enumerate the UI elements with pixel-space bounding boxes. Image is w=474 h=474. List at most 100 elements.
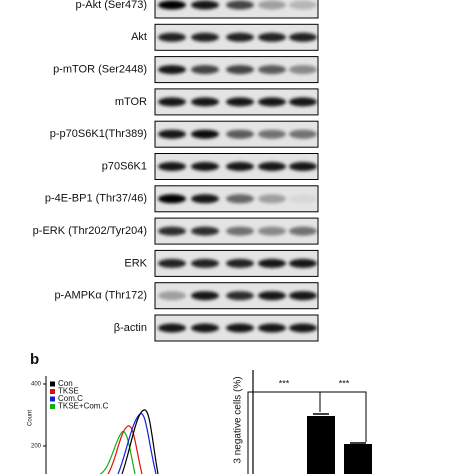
band: [158, 129, 186, 139]
band: [191, 194, 219, 204]
band: [258, 32, 286, 42]
hist-tick-label: 400: [31, 382, 42, 388]
band: [158, 194, 186, 204]
legend-swatch: [50, 396, 55, 402]
legend-label: TKSE+Com.C: [58, 402, 109, 411]
legend-label: Com.C: [58, 394, 83, 403]
band: [289, 32, 317, 42]
row-label: p-mTOR (Ser2448): [53, 64, 147, 76]
band: [226, 32, 254, 42]
sig-bracket: [320, 391, 367, 442]
significance: ***: [279, 378, 290, 388]
band: [258, 323, 286, 333]
band: [258, 0, 286, 10]
hist-tick-label: 200: [31, 444, 42, 450]
row-label: p-4E-BP1 (Thr37/46): [45, 193, 147, 205]
hist-curve: [99, 431, 136, 474]
western-blot-panel: p-Akt (Ser473) Akt p-mTOR (Ser2448) mTOR p-p…: [33, 0, 319, 342]
hist-y-label: Count: [28, 410, 34, 426]
band: [191, 97, 219, 107]
band: [191, 226, 219, 236]
band: [226, 162, 254, 171]
band: [226, 323, 254, 333]
band: [191, 129, 219, 139]
row-label: mTOR: [115, 96, 147, 108]
legend-swatch: [50, 389, 55, 394]
band: [258, 97, 286, 107]
band: [158, 162, 186, 171]
band: [191, 162, 219, 171]
significance: ***: [339, 378, 350, 388]
band: [226, 258, 254, 268]
blot-strip: [154, 185, 319, 213]
blot-strip: [154, 0, 319, 19]
legend-swatch: [50, 381, 55, 387]
band: [289, 258, 317, 268]
band: [289, 194, 317, 204]
row-label: p-Akt (Ser473): [75, 0, 147, 11]
bar: [307, 416, 335, 474]
row-label: p-AMPKα (Thr172): [54, 290, 147, 302]
band: [191, 291, 219, 301]
band: [226, 226, 254, 236]
blot-strip: [154, 120, 319, 148]
legend-label: Con: [58, 379, 73, 388]
band: [158, 291, 186, 301]
band: [226, 0, 254, 10]
band: [289, 129, 317, 139]
bar-y-label: 3 negative cells (%): [233, 376, 244, 463]
bar: [344, 444, 372, 474]
band: [158, 258, 186, 268]
band: [158, 226, 186, 236]
band: [226, 291, 254, 301]
band: [289, 0, 317, 10]
blot-strip: [154, 153, 319, 180]
band: [158, 65, 186, 75]
row-label: ERK: [124, 257, 147, 269]
band: [258, 226, 286, 236]
band: [158, 0, 186, 10]
sig-bracket: [247, 391, 321, 474]
blot-strip: [154, 314, 319, 342]
band: [226, 65, 254, 75]
band: [158, 97, 186, 107]
legend-label: TKSE: [58, 387, 79, 396]
band: [191, 323, 219, 333]
row-label: β-actin: [114, 322, 147, 334]
band: [258, 129, 286, 139]
band: [158, 323, 186, 333]
blot-strip: [154, 217, 319, 245]
blot-strip: [154, 56, 319, 84]
blot-strip: [154, 282, 319, 310]
band: [191, 0, 219, 10]
row-label: p-ERK (Thr202/Tyr204): [33, 225, 147, 237]
band: [289, 226, 317, 236]
row-label: p-p70S6K1(Thr389): [50, 128, 147, 140]
band: [258, 194, 286, 204]
legend-swatch: [50, 404, 55, 409]
band: [289, 97, 317, 107]
band: [258, 162, 286, 171]
band: [191, 32, 219, 42]
band: [191, 65, 219, 75]
band: [226, 194, 254, 204]
band: [289, 162, 317, 171]
panel-label: b: [30, 351, 39, 368]
blot-strip: [154, 23, 319, 51]
band: [289, 323, 317, 333]
band: [289, 291, 317, 301]
hist-curve: [107, 425, 143, 474]
band: [258, 65, 286, 75]
hist-curve: [121, 409, 159, 474]
band: [191, 258, 219, 268]
band: [226, 129, 254, 139]
band: [289, 65, 317, 75]
blot-strip: [154, 249, 319, 277]
band: [226, 97, 254, 107]
blot-strip: [154, 88, 319, 116]
band: [258, 291, 286, 301]
row-label: Akt: [131, 31, 147, 43]
